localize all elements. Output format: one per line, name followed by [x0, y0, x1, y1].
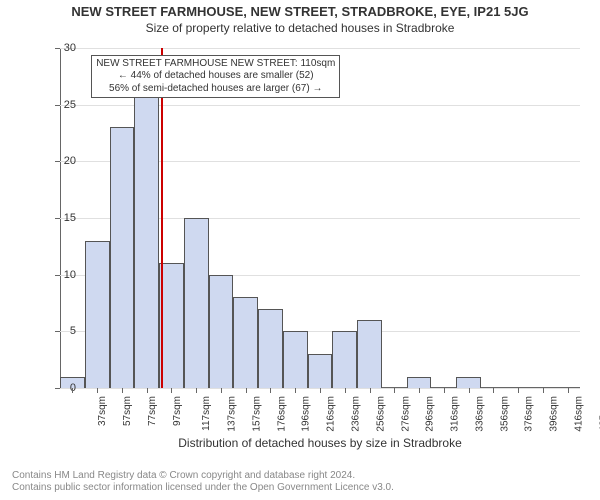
x-tick-mark [171, 388, 172, 393]
x-tick-mark [370, 388, 371, 393]
x-tick-mark [444, 388, 445, 393]
histogram-bar [209, 275, 234, 388]
x-tick-label: 216sqm [326, 396, 337, 432]
annotation-line: NEW STREET FARMHOUSE NEW STREET: 110sqm [96, 58, 335, 71]
x-tick-label: 176sqm [276, 396, 287, 432]
x-tick-mark [568, 388, 569, 393]
x-tick-mark [196, 388, 197, 393]
annotation-line: ← 44% of detached houses are smaller (52… [96, 70, 335, 83]
footer-line-1: Contains HM Land Registry data © Crown c… [12, 470, 394, 482]
x-tick-mark [295, 388, 296, 393]
histogram-bar [407, 377, 432, 388]
x-tick-label: 57sqm [122, 396, 133, 426]
histogram-bar [85, 241, 110, 388]
x-tick-mark [97, 388, 98, 393]
x-tick-label: 256sqm [375, 396, 386, 432]
x-tick-label: 157sqm [252, 396, 263, 432]
x-tick-label: 296sqm [425, 396, 436, 432]
chart-area: Number of detached properties NEW STREET… [0, 48, 600, 448]
x-tick-mark [270, 388, 271, 393]
histogram-bar [357, 320, 382, 388]
footer-line-2: Contains public sector information licen… [12, 482, 394, 494]
annotation-box: NEW STREET FARMHOUSE NEW STREET: 110sqm←… [91, 55, 340, 99]
histogram-bar [308, 354, 333, 388]
x-tick-mark [246, 388, 247, 393]
y-tick-mark [55, 388, 60, 389]
histogram-bar [110, 127, 135, 388]
x-tick-label: 77sqm [147, 396, 158, 426]
x-tick-label: 396sqm [549, 396, 560, 432]
x-tick-mark [345, 388, 346, 393]
x-tick-label: 336sqm [474, 396, 485, 432]
x-tick-mark [122, 388, 123, 393]
y-tick-mark [55, 331, 60, 332]
x-tick-mark [543, 388, 544, 393]
plot-area: NEW STREET FARMHOUSE NEW STREET: 110sqm←… [60, 48, 580, 388]
x-tick-mark [493, 388, 494, 393]
x-tick-label: 316sqm [450, 396, 461, 432]
x-tick-label: 236sqm [351, 396, 362, 432]
y-tick-mark [55, 105, 60, 106]
histogram-bar [258, 309, 283, 388]
y-tick-mark [55, 218, 60, 219]
gridline [60, 48, 580, 49]
chart-subtitle: Size of property relative to detached ho… [0, 19, 600, 39]
x-tick-label: 376sqm [524, 396, 535, 432]
annotation-line: 56% of semi-detached houses are larger (… [96, 83, 335, 96]
x-tick-mark [469, 388, 470, 393]
x-tick-mark [72, 388, 73, 393]
x-tick-mark [320, 388, 321, 393]
marker-line [161, 48, 163, 388]
x-tick-label: 196sqm [301, 396, 312, 432]
chart-title: NEW STREET FARMHOUSE, NEW STREET, STRADB… [0, 0, 600, 19]
y-tick-mark [55, 161, 60, 162]
x-tick-mark [147, 388, 148, 393]
x-tick-label: 137sqm [227, 396, 238, 432]
footer: Contains HM Land Registry data © Crown c… [12, 470, 394, 494]
x-tick-label: 416sqm [573, 396, 584, 432]
x-tick-label: 97sqm [172, 396, 183, 426]
x-tick-mark [518, 388, 519, 393]
histogram-bar [184, 218, 209, 388]
histogram-bar [456, 377, 481, 388]
x-tick-label: 117sqm [201, 396, 212, 431]
x-tick-label: 37sqm [97, 396, 108, 426]
histogram-bar [134, 93, 159, 388]
x-tick-mark [419, 388, 420, 393]
x-tick-label: 356sqm [499, 396, 510, 432]
x-tick-mark [394, 388, 395, 393]
y-tick-mark [55, 48, 60, 49]
y-tick-mark [55, 275, 60, 276]
x-tick-mark [221, 388, 222, 393]
histogram-bar [332, 331, 357, 388]
histogram-bar [283, 331, 308, 388]
x-axis-label: Distribution of detached houses by size … [60, 436, 580, 450]
x-tick-label: 276sqm [400, 396, 411, 432]
histogram-bar [233, 297, 258, 388]
